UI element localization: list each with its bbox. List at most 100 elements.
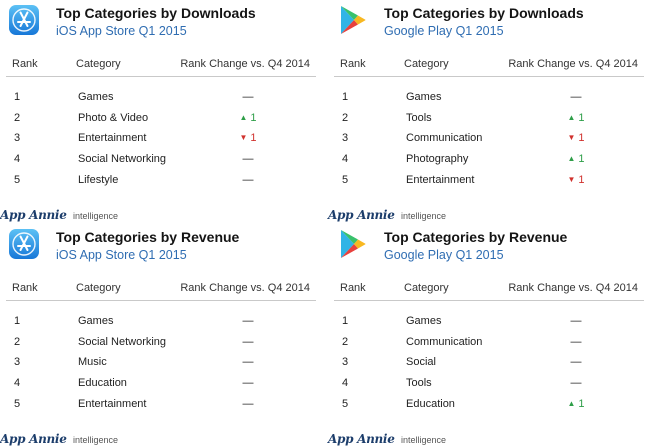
- rank-change-cell: —: [556, 315, 596, 327]
- panel-title: Top Categories by Downloads: [56, 5, 256, 21]
- category-cell: Entertainment: [406, 173, 475, 186]
- rank-change-cell: ▲ 1: [228, 112, 268, 124]
- google-play-downloads-panel: Top Categories by Downloads Google Play …: [328, 2, 650, 223]
- rank-change-cell: ▼ 1: [556, 174, 596, 186]
- category-cell: Entertainment: [78, 397, 147, 410]
- category-cell: Tools: [406, 111, 432, 124]
- rank-cell: 2: [14, 111, 21, 124]
- table-row: 4 Tools —: [334, 374, 650, 395]
- category-cell: Games: [78, 91, 114, 103]
- category-column-header: Category: [76, 58, 121, 70]
- rank-change-cell: —: [556, 336, 596, 348]
- rank-change-value: —: [242, 335, 254, 348]
- rank-cell: 4: [342, 153, 349, 166]
- rank-change-cell: —: [556, 91, 596, 103]
- table-row: 2 Social Networking —: [6, 333, 324, 354]
- brand-suffix: intelligence: [72, 211, 119, 221]
- rank-change-value: —: [242, 173, 254, 186]
- table-row: 4 Photography ▲ 1: [334, 150, 650, 171]
- rank-change-value: 1: [578, 397, 585, 410]
- rank-cell: 4: [14, 153, 21, 166]
- rank-change-cell: ▼ 1: [556, 132, 596, 144]
- brand-name: App Annie: [0, 432, 67, 446]
- rank-change-column-header: Rank Change vs. Q4 2014: [180, 282, 310, 294]
- table-row: 2 Tools ▲ 1: [334, 109, 650, 130]
- rank-change-value: 1: [250, 132, 257, 145]
- google-play-revenue-panel: Top Categories by Revenue Google Play Q1…: [328, 226, 650, 447]
- table-row: 3 Entertainment ▼ 1: [6, 129, 324, 150]
- arrow-up-icon: ▲: [239, 112, 248, 122]
- app-annie-brand: App Annie intelligence: [0, 430, 118, 448]
- rank-column-header: Rank: [340, 58, 366, 70]
- rank-cell: 1: [342, 315, 349, 327]
- table-row: 3 Music —: [6, 353, 324, 374]
- rank-change-cell: —: [228, 315, 268, 327]
- rank-change-value: —: [570, 315, 582, 327]
- arrow-down-icon: ▼: [567, 133, 576, 143]
- arrow-up-icon: ▲: [567, 154, 576, 164]
- category-cell: Tools: [406, 377, 432, 390]
- category-cell: Communication: [406, 132, 483, 145]
- ios-revenue-panel: Top Categories by Revenue iOS App Store …: [0, 226, 324, 447]
- rank-cell: 1: [14, 91, 21, 103]
- panel-title: Top Categories by Revenue: [56, 229, 240, 245]
- app-annie-brand: App Annie intelligence: [328, 206, 446, 224]
- app-annie-brand: App Annie intelligence: [0, 206, 118, 224]
- rank-change-cell: —: [228, 398, 268, 410]
- table-row: 3 Communication ▼ 1: [334, 129, 650, 150]
- arrow-up-icon: ▲: [567, 112, 576, 122]
- table-row: 5 Entertainment ▼ 1: [334, 171, 650, 192]
- rank-change-value: 1: [578, 132, 585, 145]
- ranking-rows: 1 Games — 2 Social Networking — 3 Music — 4 Educat…: [6, 312, 324, 415]
- category-cell: Games: [406, 91, 442, 103]
- rank-change-value: —: [570, 377, 582, 390]
- category-column-header: Category: [76, 282, 121, 294]
- brand-name: App Annie: [0, 208, 67, 222]
- rank-change-cell: —: [228, 356, 268, 368]
- rank-change-cell: —: [556, 356, 596, 368]
- panel-subtitle: iOS App Store Q1 2015: [56, 24, 187, 38]
- arrow-up-icon: ▲: [567, 398, 576, 408]
- google-play-icon: [341, 6, 366, 34]
- ios-downloads-panel: Top Categories by Downloads iOS App Stor…: [0, 2, 324, 223]
- table-row: 5 Education ▲ 1: [334, 395, 650, 416]
- rank-change-value: —: [570, 356, 582, 369]
- rank-change-value: 1: [250, 111, 257, 124]
- category-column-header: Category: [404, 282, 449, 294]
- google-play-icon: [341, 230, 366, 258]
- rank-cell: 3: [14, 356, 21, 369]
- category-cell: Photography: [406, 153, 469, 166]
- rank-column-header: Rank: [12, 282, 38, 294]
- table-row: 3 Social —: [334, 353, 650, 374]
- table-row: 1 Games —: [6, 88, 324, 109]
- category-cell: Social Networking: [78, 335, 167, 348]
- rank-change-cell: —: [228, 336, 268, 348]
- arrow-down-icon: ▼: [239, 133, 248, 143]
- category-cell: Education: [406, 397, 455, 410]
- category-cell: Games: [78, 315, 114, 327]
- rank-cell: 5: [342, 173, 349, 186]
- table-row: 5 Lifestyle —: [6, 171, 324, 192]
- category-cell: Lifestyle: [78, 173, 119, 186]
- table-row: 1 Games —: [6, 312, 324, 333]
- rank-change-column-header: Rank Change vs. Q4 2014: [508, 282, 638, 294]
- rank-cell: 5: [14, 397, 21, 410]
- category-cell: Music: [78, 356, 107, 369]
- rank-cell: 2: [14, 335, 21, 348]
- rank-change-column-header: Rank Change vs. Q4 2014: [180, 58, 310, 70]
- category-cell: Education: [78, 377, 127, 390]
- rank-change-value: 1: [578, 111, 585, 124]
- rank-change-value: 1: [578, 173, 585, 186]
- rank-cell: 1: [14, 315, 21, 327]
- category-cell: Games: [406, 315, 442, 327]
- rank-change-cell: —: [228, 153, 268, 165]
- rank-change-cell: —: [228, 91, 268, 103]
- brand-suffix: intelligence: [400, 211, 447, 221]
- rank-cell: 3: [342, 132, 349, 145]
- header-divider: [334, 76, 644, 77]
- table-row: 1 Games —: [334, 88, 650, 109]
- app-store-icon: [9, 5, 39, 35]
- panel-subtitle: Google Play Q1 2015: [384, 248, 504, 262]
- rank-column-header: Rank: [12, 58, 38, 70]
- rank-change-value: —: [242, 153, 254, 166]
